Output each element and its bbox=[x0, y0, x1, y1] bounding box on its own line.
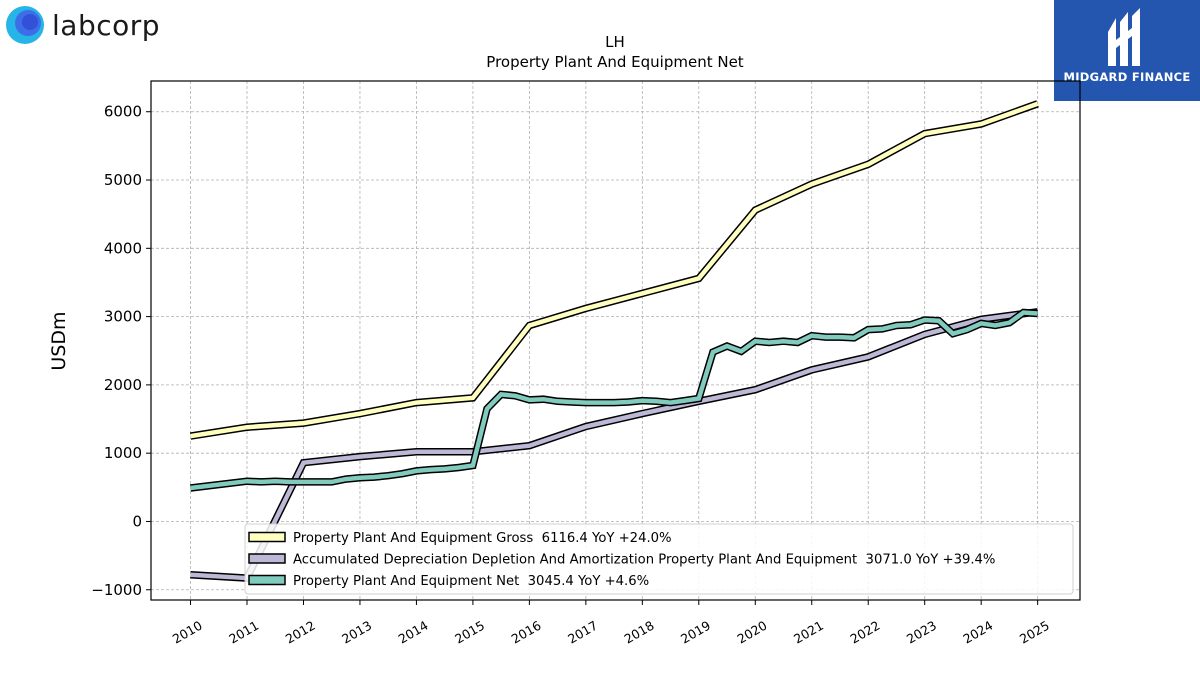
y-tick-label: 6000 bbox=[104, 103, 142, 121]
series-outline-1 bbox=[189, 100, 1039, 440]
x-tick-label: 2012 bbox=[283, 618, 318, 647]
legend-label-2: Accumulated Depreciation Depletion And A… bbox=[293, 553, 995, 568]
series-lines bbox=[189, 100, 1039, 582]
x-tick-label: 2024 bbox=[960, 618, 995, 647]
x-tick-label: 2016 bbox=[509, 618, 544, 647]
y-tick-label: 3000 bbox=[104, 308, 142, 326]
y-tick-label: 0 bbox=[132, 512, 142, 530]
x-tick-label: 2019 bbox=[678, 618, 713, 647]
x-tick-label: 2015 bbox=[452, 618, 487, 647]
x-tick-label: 2018 bbox=[622, 618, 657, 647]
chart-title: LH bbox=[605, 33, 625, 51]
series-line-1 bbox=[190, 101, 1039, 439]
legend-label-1: Property Plant And Equipment Gross 6116.… bbox=[293, 531, 672, 546]
x-tick-label: 2025 bbox=[1017, 618, 1052, 647]
x-tick-label: 2021 bbox=[791, 618, 826, 647]
y-tick-label: 5000 bbox=[104, 171, 142, 189]
x-tick-label: 2013 bbox=[339, 618, 374, 647]
series-line-3 bbox=[190, 310, 1038, 491]
x-tick-label: 2020 bbox=[734, 618, 769, 647]
grid-lines bbox=[151, 81, 1080, 600]
x-tick-label: 2023 bbox=[904, 618, 939, 647]
labcorp-logo-text: labcorp bbox=[52, 8, 161, 42]
legend-swatch-3 bbox=[248, 574, 286, 586]
labcorp-logo-mark-icon bbox=[4, 4, 46, 46]
y-tick-label: 1000 bbox=[104, 444, 142, 462]
x-tick-label: 2022 bbox=[847, 618, 882, 647]
x-tick-label: 2011 bbox=[226, 618, 261, 647]
legend-label-3: Property Plant And Equipment Net 3045.4 … bbox=[293, 574, 649, 589]
midgard-finance-logo-text: MIDGARD FINANCE bbox=[1063, 70, 1191, 84]
y-tick-label: 4000 bbox=[104, 239, 142, 257]
labcorp-logo: labcorp bbox=[4, 4, 160, 46]
x-tick-label: 2010 bbox=[170, 618, 205, 647]
series-line-2 bbox=[190, 309, 1038, 581]
x-tick-label: 2014 bbox=[396, 618, 431, 647]
y-axis-label: USDm bbox=[48, 311, 70, 370]
chart-subtitle: Property Plant And Equipment Net bbox=[486, 53, 743, 71]
midgard-finance-logo-mark-icon bbox=[1108, 8, 1140, 66]
plot-frame bbox=[150, 80, 1081, 601]
y-tick-label: −1000 bbox=[91, 581, 142, 599]
y-tick-label: 2000 bbox=[104, 376, 142, 394]
legend-swatch-1 bbox=[248, 531, 286, 543]
legend-swatch-2 bbox=[248, 553, 286, 564]
legend-box bbox=[244, 523, 1074, 595]
midgard-finance-logo: MIDGARD FINANCE bbox=[1054, 0, 1200, 101]
x-tick-label: 2017 bbox=[565, 618, 600, 647]
legend: Property Plant And Equipment Gross 6116.… bbox=[244, 523, 1074, 595]
